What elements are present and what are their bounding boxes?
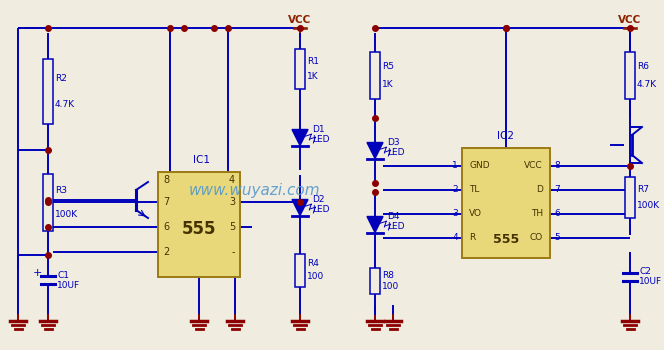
Text: 2: 2 [163,247,169,257]
Text: R4: R4 [307,259,319,268]
Text: GND: GND [469,161,489,170]
Text: 6: 6 [163,222,169,232]
Bar [370,52,380,99]
Polygon shape [292,199,308,216]
Text: 100K: 100K [637,201,660,210]
Text: TH: TH [531,210,543,218]
Text: VO: VO [469,210,482,218]
Text: 100K: 100K [55,210,78,218]
Text: R3: R3 [55,187,67,195]
Text: -: - [232,247,235,257]
Bar [625,177,635,218]
Text: R: R [469,233,475,243]
Text: 555: 555 [493,233,519,246]
Text: IC1: IC1 [193,155,210,165]
Text: LED: LED [387,148,404,158]
Text: D4: D4 [387,212,400,221]
Text: 4: 4 [452,233,458,243]
Bar [295,49,305,89]
Bar [462,148,550,258]
Text: VCC: VCC [618,15,641,25]
Text: C1: C1 [57,271,69,280]
Text: D3: D3 [387,138,400,147]
Text: 3: 3 [452,210,458,218]
Text: LED: LED [312,205,329,215]
Text: www.wuyazi.com: www.wuyazi.com [189,182,321,197]
Polygon shape [292,130,308,146]
Bar [295,253,305,287]
Text: 5: 5 [554,233,560,243]
Text: 1K: 1K [307,72,319,82]
Text: 10UF: 10UF [57,280,80,289]
Bar [43,174,53,231]
Text: LED: LED [387,222,404,231]
Text: 4.7K: 4.7K [55,100,75,109]
Text: D1: D1 [312,125,325,134]
Bar [625,52,635,99]
Text: VCC: VCC [288,15,311,25]
Text: C2: C2 [639,267,651,276]
Text: 8: 8 [163,175,169,185]
Text: D: D [536,186,543,195]
Text: 1K: 1K [382,80,394,89]
Polygon shape [367,142,383,159]
Text: 2: 2 [452,186,458,195]
Text: R1: R1 [307,57,319,65]
Text: R5: R5 [382,62,394,71]
Text: 10UF: 10UF [639,278,662,287]
Bar [370,268,380,294]
Bar [43,59,53,124]
Text: 8: 8 [554,161,560,170]
Text: R2: R2 [55,74,67,83]
Text: CO: CO [530,233,543,243]
Text: 555: 555 [182,220,216,238]
Text: +: + [33,268,42,278]
Text: 6: 6 [554,210,560,218]
Text: 4.7K: 4.7K [637,80,657,89]
Text: 4: 4 [229,175,235,185]
Text: 100: 100 [382,282,399,291]
Text: 5: 5 [229,222,235,232]
Text: 7: 7 [163,197,169,207]
Text: 1: 1 [452,161,458,170]
Text: LED: LED [312,135,329,145]
Bar [158,172,240,277]
Text: 100: 100 [307,272,324,281]
Text: VCC: VCC [525,161,543,170]
Text: 7: 7 [554,186,560,195]
Text: D2: D2 [312,195,325,204]
Text: TL: TL [469,186,479,195]
Polygon shape [367,217,383,232]
Text: R8: R8 [382,271,394,280]
Text: R7: R7 [637,185,649,194]
Text: 3: 3 [229,197,235,207]
Text: IC2: IC2 [497,131,515,141]
Text: R6: R6 [637,62,649,71]
